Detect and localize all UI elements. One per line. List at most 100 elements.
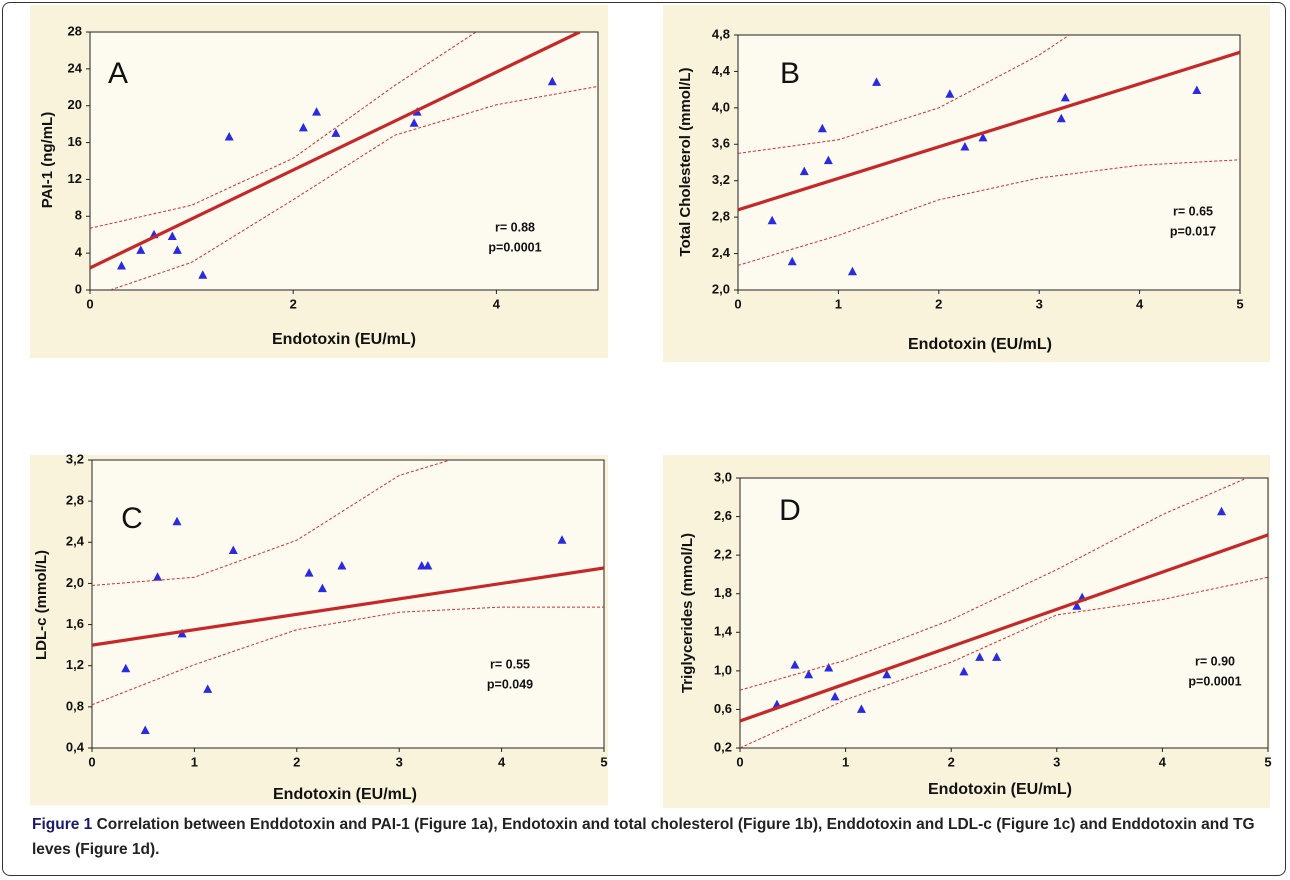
- panel-label: A: [108, 57, 128, 90]
- y-tick-label: 0: [75, 281, 82, 296]
- y-tick-label: 4: [75, 245, 83, 260]
- confidence-band: [92, 606, 604, 706]
- x-tick-label: 3: [1053, 754, 1060, 769]
- y-axis-label: Total Cholesterol (mmol/L): [677, 68, 694, 257]
- y-tick-label: 4,8: [712, 26, 730, 41]
- y-tick-label: 2,0: [66, 575, 84, 590]
- y-tick-label: 3,2: [712, 172, 730, 187]
- x-tick-label: 2: [935, 296, 942, 311]
- y-tick-label: 2,4: [712, 245, 731, 260]
- data-point: [172, 516, 182, 526]
- annotation: p=0.049: [487, 677, 533, 691]
- x-tick-label: 0: [86, 296, 93, 311]
- data-point: [823, 155, 833, 165]
- x-tick-label: 5: [600, 754, 607, 769]
- panel-label: D: [779, 494, 801, 527]
- data-point: [317, 583, 327, 593]
- x-axis-label: Endotoxin (EU/mL): [272, 331, 416, 348]
- data-point: [312, 107, 322, 116]
- y-tick-label: 4,0: [712, 99, 730, 114]
- regression-line: [90, 32, 581, 270]
- data-point: [959, 666, 969, 676]
- data-point: [1217, 506, 1227, 516]
- y-tick-label: 2,8: [66, 493, 84, 508]
- data-point: [417, 560, 427, 570]
- confidence-band: [740, 478, 1248, 691]
- x-tick-label: 1: [191, 754, 198, 769]
- data-point: [337, 560, 347, 570]
- data-point: [228, 545, 238, 555]
- caption-text: Correlation between Enddotoxin and PAI-1…: [32, 816, 1255, 858]
- confidence-band: [740, 576, 1268, 748]
- data-point: [817, 123, 827, 133]
- y-tick-label: 0,6: [714, 701, 732, 716]
- annotation: p=0.0001: [488, 240, 541, 254]
- data-point: [847, 266, 857, 276]
- regression-line: [92, 566, 604, 647]
- y-tick-label: 3,0: [714, 469, 732, 484]
- data-point: [1056, 113, 1066, 123]
- data-point: [121, 663, 131, 673]
- plot-area: [89, 31, 599, 291]
- data-point: [978, 132, 988, 142]
- data-point: [804, 669, 814, 679]
- data-point: [304, 568, 314, 577]
- data-point: [331, 128, 341, 137]
- y-tick-label: 0,4: [66, 739, 85, 754]
- data-point: [824, 662, 834, 672]
- data-point: [153, 572, 163, 581]
- x-tick-label: 0: [736, 754, 743, 769]
- data-point: [799, 166, 809, 176]
- y-tick-label: 1,2: [66, 657, 84, 672]
- y-tick-label: 1,4: [714, 624, 733, 639]
- y-tick-label: 1,6: [66, 616, 84, 631]
- data-point: [945, 89, 955, 98]
- plot-area: [91, 459, 605, 749]
- annotation: p=0.017: [1170, 224, 1216, 238]
- x-tick-label: 3: [1036, 296, 1043, 311]
- annotation: r= 0.55: [490, 657, 530, 671]
- confidence-band: [92, 460, 451, 586]
- caption: Figure 1 Correlation between Enddotoxin …: [32, 812, 1267, 862]
- x-tick-label: 0: [734, 296, 741, 311]
- y-tick-label: 3,2: [66, 451, 84, 466]
- data-point: [1060, 92, 1070, 102]
- y-tick-label: 28: [68, 23, 82, 38]
- data-point: [790, 660, 800, 669]
- y-tick-label: 1,0: [714, 662, 732, 677]
- data-point: [136, 245, 146, 254]
- data-point: [992, 652, 1002, 661]
- annotation: r= 0.90: [1195, 654, 1235, 668]
- data-point: [1072, 601, 1082, 610]
- data-point: [960, 142, 970, 151]
- x-tick-label: 1: [842, 754, 849, 769]
- y-tick-label: 12: [68, 171, 82, 186]
- x-tick-label: 4: [498, 754, 506, 769]
- y-tick-label: 0,8: [66, 698, 84, 713]
- y-tick-label: 4,4: [712, 63, 731, 78]
- y-tick-label: 2,0: [712, 281, 730, 296]
- confidence-band: [90, 32, 477, 229]
- x-tick-label: 3: [396, 754, 403, 769]
- data-point: [298, 122, 308, 132]
- y-tick-label: 0,2: [714, 739, 732, 754]
- data-point: [856, 704, 866, 713]
- x-tick-label: 0: [88, 754, 95, 769]
- data-point: [116, 261, 126, 270]
- x-tick-label: 5: [1264, 754, 1271, 769]
- y-axis-label: Triglycerides (mmol/L): [679, 533, 696, 693]
- data-point: [767, 215, 777, 225]
- data-point: [172, 245, 182, 254]
- confidence-band: [738, 35, 1070, 154]
- x-tick-label: 4: [1159, 754, 1167, 769]
- panel-label: B: [780, 57, 800, 90]
- data-point: [882, 669, 892, 679]
- data-point: [547, 76, 557, 86]
- y-tick-label: 2,4: [66, 534, 85, 549]
- y-tick-label: 2,6: [714, 508, 732, 523]
- data-point: [140, 725, 150, 735]
- x-tick-label: 2: [290, 296, 297, 311]
- data-point: [409, 118, 419, 127]
